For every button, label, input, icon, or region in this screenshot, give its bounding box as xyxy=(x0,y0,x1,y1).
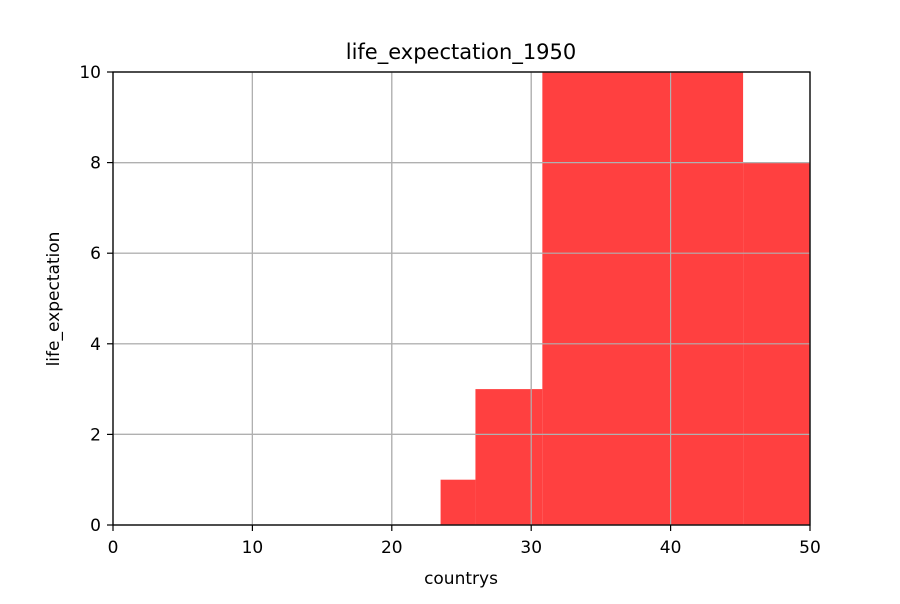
histogram-bars xyxy=(440,72,810,525)
y-axis-label: life_expectation xyxy=(44,232,64,367)
x-axis-label: countrys xyxy=(424,569,498,589)
x-tick-label: 20 xyxy=(381,538,403,558)
y-tick-label: 8 xyxy=(90,154,101,174)
y-tick-label: 10 xyxy=(79,63,101,83)
y-axis-ticks: 0 2 4 6 8 10 xyxy=(79,63,113,536)
histogram-bar xyxy=(475,389,543,525)
x-tick-label: 40 xyxy=(660,538,682,558)
x-tick-label: 50 xyxy=(799,538,821,558)
x-tick-label: 30 xyxy=(520,538,542,558)
x-axis-ticks: 0 10 20 30 40 50 xyxy=(108,525,821,558)
histogram-bar xyxy=(440,479,476,525)
y-tick-label: 2 xyxy=(90,425,101,445)
chart-title: life_expectation_1950 xyxy=(346,40,577,65)
y-tick-label: 0 xyxy=(90,516,101,536)
x-tick-label: 10 xyxy=(242,538,264,558)
plot-frame xyxy=(112,71,811,526)
x-tick-label: 0 xyxy=(108,538,119,558)
histogram-bar xyxy=(542,72,744,525)
y-tick-label: 6 xyxy=(90,244,101,264)
y-tick-label: 4 xyxy=(90,335,101,355)
